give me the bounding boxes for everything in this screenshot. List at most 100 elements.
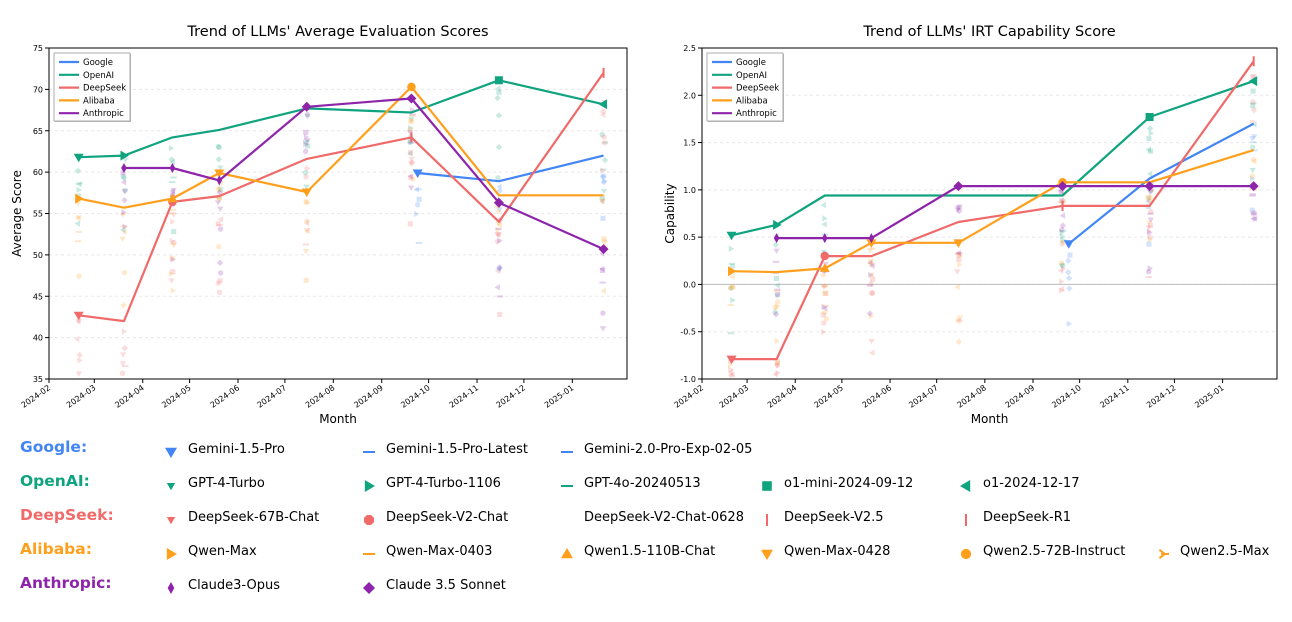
faint-point-marker [820, 312, 826, 318]
model-legend-entry: DeepSeek-R1 [955, 506, 1071, 528]
faint-point-marker [866, 310, 874, 317]
faint-point [169, 255, 175, 261]
x-tick-label: 2024-03 [718, 383, 751, 410]
faint-point [868, 338, 875, 345]
faint-point-marker [866, 259, 873, 267]
faint-point-marker [1250, 88, 1256, 94]
faint-point [408, 161, 415, 167]
faint-point-marker [598, 265, 605, 273]
model-legend-entry: DeepSeek-V2-Chat-0628 [556, 506, 744, 528]
faint-point-marker [120, 174, 128, 182]
vendor-row-alibaba: Alibaba: Qwen-Max Qwen-Max-0403 Qwen1.5-110… [0, 538, 1292, 572]
model-name: GPT-4o-20240513 [584, 475, 701, 491]
faint-point [303, 129, 309, 135]
faint-point-marker [772, 304, 779, 310]
faint-point-marker [168, 145, 175, 152]
model-marker-shape [960, 480, 971, 492]
faint-point [495, 175, 501, 181]
charts-canvas: Trend of LLMs' Average Evaluation Scores… [10, 24, 1278, 426]
faint-point-marker [820, 284, 827, 290]
faint-point-marker [407, 173, 413, 180]
faint-point-marker [495, 232, 502, 238]
faint-point [955, 317, 962, 324]
faint-point [775, 369, 781, 377]
faint-point-marker [1249, 167, 1256, 174]
faint-point [600, 167, 606, 174]
faint-point [119, 210, 127, 218]
faint-point-marker [601, 238, 608, 245]
model-legend-entry: Qwen2.5-Max [1152, 540, 1269, 562]
model-legend-entry: Qwen1.5-110B-Chat [556, 540, 715, 562]
x-tick-label: 2024-08 [955, 383, 988, 410]
model-legend-entry: GPT-4-Turbo [160, 472, 265, 494]
faint-point-marker [821, 221, 827, 228]
faint-point-marker [407, 127, 413, 133]
model-legend-entry: o1-mini-2024-09-12 [756, 472, 913, 494]
faint-point [774, 359, 781, 365]
faint-point [1147, 190, 1154, 196]
faint-point [408, 118, 414, 124]
faint-point-marker [218, 186, 224, 193]
faint-point [416, 196, 422, 202]
faint-point-marker [772, 311, 780, 318]
faint-point [599, 131, 605, 138]
faint-point-marker [1250, 74, 1257, 81]
faint-point [955, 338, 963, 345]
faint-point-marker [1250, 215, 1258, 222]
faint-point-marker [955, 317, 962, 324]
faint-point-marker [1147, 222, 1154, 229]
faint-point-marker [496, 264, 503, 271]
faint-point-marker [302, 148, 309, 155]
faint-point [121, 228, 127, 235]
series-point-anthropic [121, 162, 127, 173]
faint-point [1146, 241, 1152, 247]
faint-point [1249, 136, 1256, 142]
x-tick-label: 2025-01 [1193, 383, 1226, 410]
faint-point [496, 183, 502, 190]
faint-point [496, 265, 503, 272]
faint-point-marker [407, 137, 414, 145]
faint-point [303, 184, 310, 190]
faint-point [408, 124, 414, 132]
faint-point [600, 287, 606, 295]
faint-point-marker [957, 261, 963, 268]
faint-point-marker [1060, 236, 1067, 244]
faint-point [495, 219, 502, 227]
faint-point-marker [956, 257, 962, 263]
x-tick-label: 2024-02 [673, 383, 706, 410]
faint-point-marker [1059, 233, 1066, 240]
model-legend-entry: DeepSeek-V2-Chat [358, 506, 508, 528]
faint-point-marker [599, 326, 607, 332]
faint-point-marker [495, 143, 503, 151]
faint-point [216, 259, 224, 266]
faint-point-marker [216, 197, 223, 204]
faint-point-marker [217, 165, 224, 171]
faint-point [1059, 240, 1066, 246]
faint-point-marker [866, 248, 874, 254]
faint-point-marker [868, 280, 875, 287]
vendor-label: DeepSeek: [20, 506, 114, 524]
model-marker-shape [166, 483, 176, 491]
faint-point [820, 284, 827, 290]
faint-point [727, 372, 735, 379]
faint-point [1067, 252, 1073, 258]
series-point-anthropic [822, 233, 828, 244]
faint-point-marker [494, 94, 501, 102]
faint-point [217, 216, 224, 223]
faint-point-marker [600, 167, 606, 174]
faint-point-marker [773, 275, 780, 281]
faint-point [168, 278, 175, 284]
faint-point-marker [954, 207, 961, 214]
faint-point-marker [496, 208, 502, 215]
faint-point-marker [822, 215, 828, 222]
faint-point-marker [1146, 234, 1154, 241]
faint-point-marker [496, 265, 503, 272]
vendor-row-google: Google: Gemini-1.5-Pro Gemini-1.5-Pro-Late… [0, 436, 1292, 470]
faint-point-marker [600, 178, 608, 186]
model-name: DeepSeek-V2-Chat-0628 [584, 509, 744, 525]
model-name: Gemini-2.0-Pro-Exp-02-05 [584, 441, 753, 457]
faint-point-marker [416, 196, 422, 202]
faint-point-marker [119, 236, 126, 243]
series-point-openai [726, 231, 737, 241]
faint-point [217, 270, 224, 276]
